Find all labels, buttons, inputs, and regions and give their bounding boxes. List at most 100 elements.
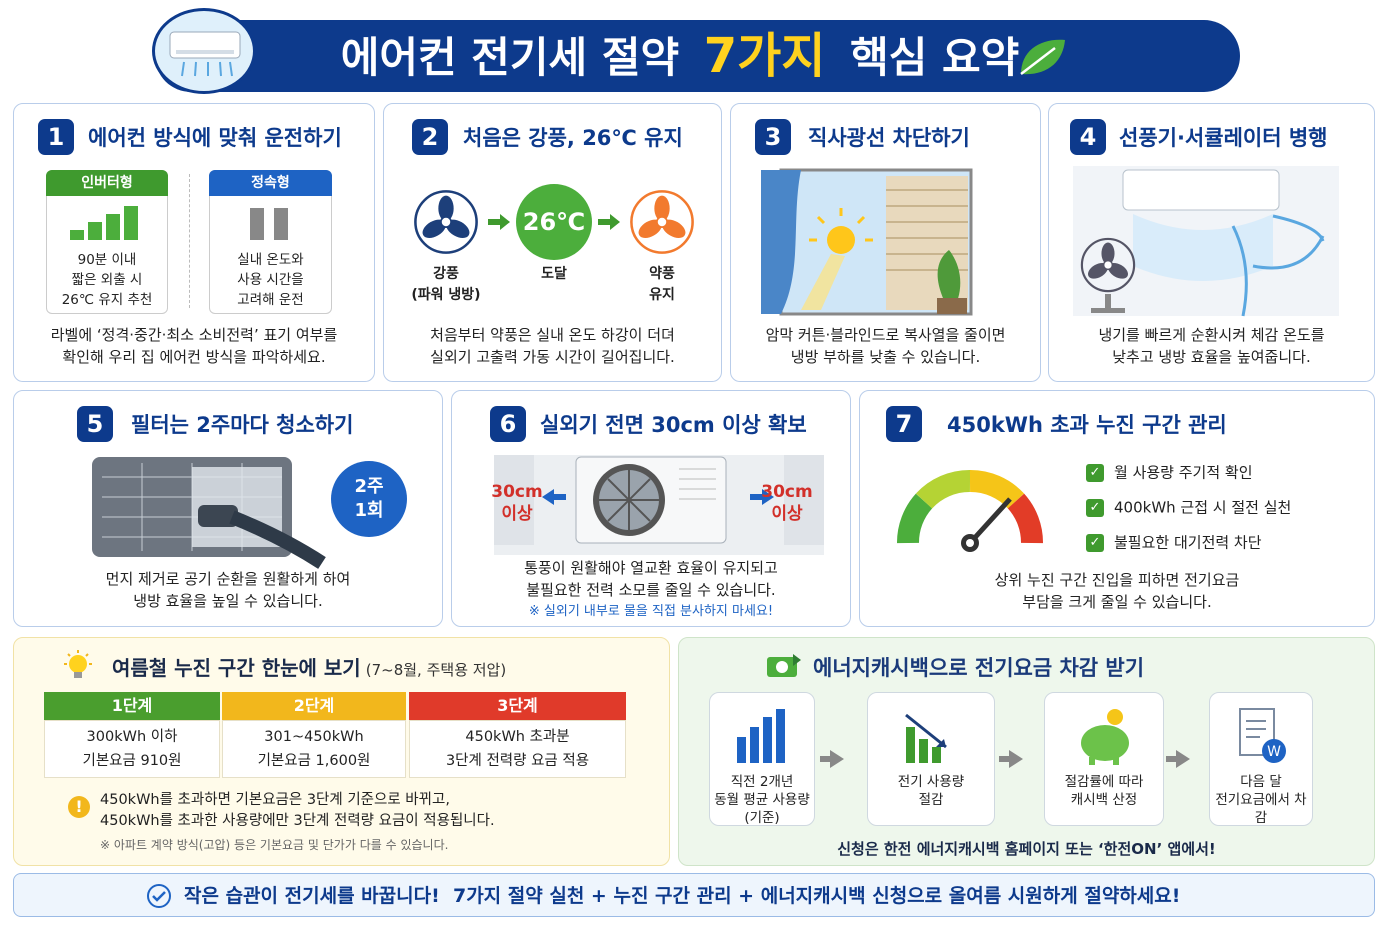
graphic xyxy=(761,170,801,314)
graphic xyxy=(1089,757,1095,765)
text-line: 300kWh 이하 xyxy=(86,729,178,745)
graphic xyxy=(915,469,971,509)
text-line: 기본요금 1,600원 xyxy=(257,753,371,769)
tip-card: 5 필터는 2주마다 청소하기 2주 1회 먼지 제거로 공기 순환을 원활하게 … xyxy=(13,390,443,627)
tier-subtitle: (7~8월, 주택용 저압) xyxy=(365,661,507,679)
check-item: ✓ 불필요한 대기전력 차단 xyxy=(1086,531,1262,554)
tip-card: 3 직사광선 차단하기 암막 커튼·블라인드로 복사열을 줄이면 냉방 부하를 낮… xyxy=(730,103,1041,382)
warning-icon: ! xyxy=(68,796,90,818)
check-icon: ✓ xyxy=(1086,533,1104,552)
flow-arrow xyxy=(1175,750,1190,768)
graphic xyxy=(69,655,87,673)
graphic xyxy=(750,489,774,505)
text-line: 30cm xyxy=(491,482,543,502)
graphic xyxy=(886,189,968,271)
graphic xyxy=(598,214,620,230)
text-line: 낮추고 냉방 효율을 높여줍니다. xyxy=(1112,348,1311,366)
filter-illustration xyxy=(92,457,326,569)
tip-number: 1 xyxy=(38,119,74,155)
graphic xyxy=(932,747,941,763)
flow-arrow-shaft xyxy=(820,756,831,762)
text-line: 약풍 xyxy=(649,266,675,282)
graphic xyxy=(1007,493,1044,544)
text-line: (기준) xyxy=(744,810,780,826)
tip-title: 에어컨 방식에 맞춰 운전하기 xyxy=(88,126,342,150)
cashback-title: 에너지캐시백으로 전기요금 차감 받기 xyxy=(813,656,1145,680)
graphic xyxy=(64,650,92,665)
graphic xyxy=(1272,214,1325,242)
step-text: 전기 사용량 절감 xyxy=(868,773,994,809)
text-line: 불필요한 전력 소모를 줄일 수 있습니다. xyxy=(526,581,776,599)
tip-number: 7 xyxy=(886,406,922,442)
text-line: 2주 xyxy=(354,476,384,497)
text-line: 냉방 부하를 낮출 수 있습니다. xyxy=(790,348,981,366)
tier-title: 여름철 누진 구간 한눈에 보기 xyxy=(112,656,361,680)
graphic xyxy=(896,469,1044,544)
graphic xyxy=(816,215,826,225)
graphic xyxy=(198,505,238,527)
text-line: 전기요금에서 차감 xyxy=(1215,792,1307,826)
graphic xyxy=(896,493,933,544)
text-line: 확인해 우리 집 에어컨 방식을 파악하세요. xyxy=(62,348,326,366)
cashback-step: 절감률에 따라 캐시백 산정 xyxy=(1044,692,1164,826)
graphic xyxy=(274,208,288,240)
text-line: 냉기를 빠르게 순환시켜 체감 온도를 xyxy=(1098,326,1325,344)
graphic xyxy=(784,455,824,545)
tip-title: 선풍기·서큘레이터 병행 xyxy=(1119,126,1328,150)
strong-fan-icon xyxy=(414,190,478,254)
tip-number: 3 xyxy=(755,119,791,155)
graphic xyxy=(494,455,534,545)
banner-check-icon xyxy=(147,884,171,908)
graphic xyxy=(70,230,84,240)
graphic xyxy=(1113,757,1119,765)
graphic xyxy=(74,672,82,678)
graphic xyxy=(414,190,478,254)
graphic xyxy=(542,489,566,505)
check-text: 400kWh 근접 시 절전 실천 xyxy=(1114,498,1292,517)
graphic xyxy=(827,226,855,254)
banner-text: 작은 습관이 전기세를 바꿉니다! 7가지 절약 실천 + 누진 구간 관리 +… xyxy=(184,885,1181,907)
step-text: 직전 2개년 동월 평균 사용량 (기준) xyxy=(710,773,814,827)
graphic xyxy=(1020,47,1056,75)
cashback-icon xyxy=(767,654,801,677)
graphic xyxy=(85,653,89,657)
graphic xyxy=(152,891,166,902)
text-line: (파워 냉방) xyxy=(411,287,481,303)
tier-cell: 301~450kWh 기본요금 1,600원 xyxy=(222,720,406,778)
text-line: 유지 xyxy=(649,287,675,303)
tip-card: 4 선풍기·서큘레이터 병행 냉기를 빠르게 순환시켜 체감 온도를 낮추고 냉방… xyxy=(1048,103,1375,382)
graphic xyxy=(1231,225,1248,317)
graphic xyxy=(67,653,71,657)
window-illustration xyxy=(761,168,973,316)
graphic xyxy=(809,208,873,242)
title-text: 핵심 요약 xyxy=(850,33,1020,82)
flow-arrow-shaft xyxy=(998,756,1010,762)
text-line: 짧은 외출 시 xyxy=(71,272,143,288)
tier-name: 2단계 xyxy=(222,692,406,720)
graphic xyxy=(599,470,659,530)
text-block: 먼지 제거로 공기 순환을 원활하게 하여 냉방 효율을 높일 수 있습니다. xyxy=(14,568,442,612)
graphic xyxy=(856,215,866,225)
step-icon xyxy=(1081,709,1129,765)
text-line: 도달 xyxy=(541,266,567,282)
graphic xyxy=(1091,308,1125,313)
graphic xyxy=(737,737,746,763)
graphic xyxy=(70,206,138,240)
tip-note: ※ 실외기 내부로 물을 직접 분사하지 마세요! xyxy=(528,604,774,619)
tip-card: 7 450kWh 초과 누진 구간 관리 ✓ 월 사용량 주기적 확인 ✓ 400kW… xyxy=(859,390,1375,627)
text-line: 캐시백 산정 xyxy=(1070,792,1138,808)
cashback-step: W 다음 달 전기요금에서 차감 xyxy=(1209,692,1313,826)
type-label: 정속형 xyxy=(209,170,332,196)
graphic xyxy=(776,661,788,673)
text-line: 통풍이 원활해야 열교환 효율이 유지되고 xyxy=(524,559,778,577)
text-line: 부담을 크게 줄일 수 있습니다. xyxy=(1022,593,1212,611)
type-label: 인버터형 xyxy=(46,170,168,196)
text-block: 강풍 (파워 냉방) xyxy=(396,264,496,306)
graphic xyxy=(1122,169,1280,211)
text-line: 상위 누진 구간 진입을 피하면 전기요금 xyxy=(994,571,1240,589)
text-line: 450kWh를 초과하면 기본요금은 3단계 기준으로 바뀌고, xyxy=(100,792,450,808)
text-block: 라벨에 ‘정격·중간·최소 소비전력’ 표기 여부를 확인해 우리 집 에어컨 방… xyxy=(14,324,374,368)
